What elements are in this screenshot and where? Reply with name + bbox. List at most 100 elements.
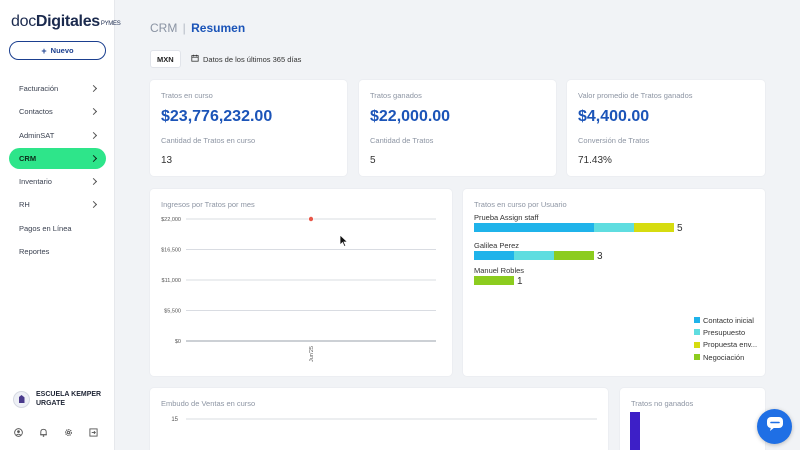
gear-icon[interactable] [64,428,73,437]
chart-legend: Contacto inicial Presupuesto Propuesta env… [694,314,757,363]
x-tick-label: Jun'25 [309,346,315,362]
sidebar-item-label: CRM [19,153,37,163]
y-tick-label: $16,500 [161,248,181,254]
new-button-label: Nuevo [50,46,74,55]
sidebar-item-inventario[interactable]: Inventario [9,171,106,192]
user-icon[interactable] [14,428,23,437]
y-tick-label: $0 [175,339,181,345]
calendar-icon [191,54,199,64]
no-ganados-bar [630,412,640,450]
sidebar-item-contactos[interactable]: Contactos [9,101,106,122]
sidebar-footer-icons [14,428,98,437]
breadcrumb-current: Resumen [191,21,246,35]
usuarios-chart-card: Tratos en curso por Usuario Prueba Assig… [463,189,765,376]
chat-support-button[interactable] [757,409,792,444]
brand-digitales-text: Digitales [35,13,100,30]
bar-category-label: Galilea Perez [474,241,519,250]
legend-item[interactable]: Negociación [694,351,757,363]
logout-icon[interactable] [89,428,98,437]
legend-swatch [694,317,700,324]
ingresos-line-chart: $22,000 $16,500 $11,000 $5,500 $0 Jun'25 [161,215,436,362]
plus-icon: + [41,45,47,56]
sidebar-item-label: Pagos en Línea [19,223,72,233]
bar-segment[interactable] [594,223,634,232]
chevron-right-icon [88,202,98,207]
embudo-chart: 15 [171,417,597,423]
legend-label: Negociación [703,352,745,362]
chevron-right-icon [88,86,98,91]
sidebar-item-label: Facturación [19,84,59,93]
legend-swatch [694,329,700,336]
new-button[interactable]: + Nuevo [9,41,106,60]
kpi-label: Tratos en curso [161,91,213,100]
kpi-card-tratos-ganados: Tratos ganados $22,000.00 Cantidad de Tr… [359,80,556,176]
bar-segment[interactable] [474,223,594,232]
brand-pymes-text: PYMES [100,21,121,27]
kpi-label: Tratos ganados [370,91,422,100]
legend-item[interactable]: Propuesta env... [694,339,757,351]
bar-segment[interactable] [634,223,674,232]
kpi-sublabel: Conversión de Tratos [578,136,650,145]
sidebar-item-facturacion[interactable]: Facturación [9,78,106,99]
chevron-right-icon [88,109,98,114]
kpi-card-valor-promedio: Valor promedio de Tratos ganados $4,400.… [567,80,765,176]
legend-item[interactable]: Presupuesto [694,326,757,338]
bar-segment[interactable] [514,251,554,260]
usuarios-bar-chart: Prueba Assign staff 5 Galilea Perez 3 Manuel… [474,213,683,287]
breadcrumb-section[interactable]: CRM [150,21,178,35]
bar-segment[interactable] [474,276,514,285]
period-selector[interactable]: Datos de los últimos 365 días [191,50,301,68]
organization-name: ESCUELA KEMPER URGATE [36,391,102,407]
embudo-chart-card: Embudo de Ventas en curso 15 [150,388,608,450]
y-tick-label: $11,000 [162,278,181,284]
kpi-sublabel: Cantidad de Tratos en curso [161,136,256,145]
bar-total-label: 1 [517,276,523,287]
bar-segment[interactable] [474,251,514,260]
kpi-subvalue: 5 [370,155,376,166]
y-tick-label: $22,000 [161,217,181,223]
legend-label: Presupuesto [703,327,746,337]
currency-selector[interactable]: MXN [150,50,181,68]
legend-label: Propuesta env... [703,340,758,350]
chart-title: Embudo de Ventas en curso [161,399,256,408]
kpi-card-tratos-en-curso: Tratos en curso $23,776,232.00 Cantidad … [150,80,347,176]
no-ganados-chart-card: Tratos no ganados [620,388,765,450]
school-logo-icon [13,390,30,408]
sidebar-item-adminsat[interactable]: AdminSAT [9,125,106,146]
sidebar: docDigitalesPYMES + Nuevo Facturación Co… [0,0,121,450]
y-tick-label: 15 [171,417,178,423]
bell-icon[interactable] [39,428,48,437]
y-tick-label: $5,500 [164,309,181,315]
legend-swatch [694,354,700,361]
bar-total-label: 5 [677,223,683,234]
bar-category-label: Prueba Assign staff [474,213,539,222]
brand-logo[interactable]: docDigitalesPYMES [11,13,121,31]
breadcrumb-separator: | [182,21,186,35]
bar-segment[interactable] [554,251,594,260]
bar-total-label: 3 [597,251,603,262]
sidebar-item-label: RH [19,200,30,210]
mouse-cursor [339,234,349,248]
sidebar-item-label: AdminSAT [19,130,55,140]
sidebar-item-label: Contactos [19,107,53,117]
chart-title: Tratos en curso por Usuario [474,200,567,209]
kpi-sublabel: Cantidad de Tratos [370,136,434,145]
currency-label: MXN [157,54,174,64]
kpi-label: Valor promedio de Tratos ganados [578,91,693,100]
legend-item[interactable]: Contacto inicial [694,314,757,326]
sidebar-item-pagos-en-linea[interactable]: Pagos en Línea [9,218,106,239]
organization-switcher[interactable]: ESCUELA KEMPER URGATE [13,390,116,408]
chevron-right-icon [88,179,98,184]
sidebar-item-crm[interactable]: CRM [9,147,106,169]
sidebar-nav: Facturación Contactos AdminSAT CRM Inven… [9,78,106,264]
chevron-right-icon [88,156,98,161]
page-title: CRM | Resumen [150,21,245,35]
legend-label: Contacto inicial [703,315,754,325]
data-point[interactable] [307,215,314,222]
kpi-subvalue: 13 [161,155,173,166]
chat-bubble-icon [766,416,784,437]
sidebar-item-rh[interactable]: RH [9,194,106,215]
kpi-value: $23,776,232.00 [161,108,273,125]
sidebar-item-reportes[interactable]: Reportes [9,241,106,262]
ingresos-chart-card: Ingresos por Tratos por mes $22,000 $16,5… [150,189,452,376]
